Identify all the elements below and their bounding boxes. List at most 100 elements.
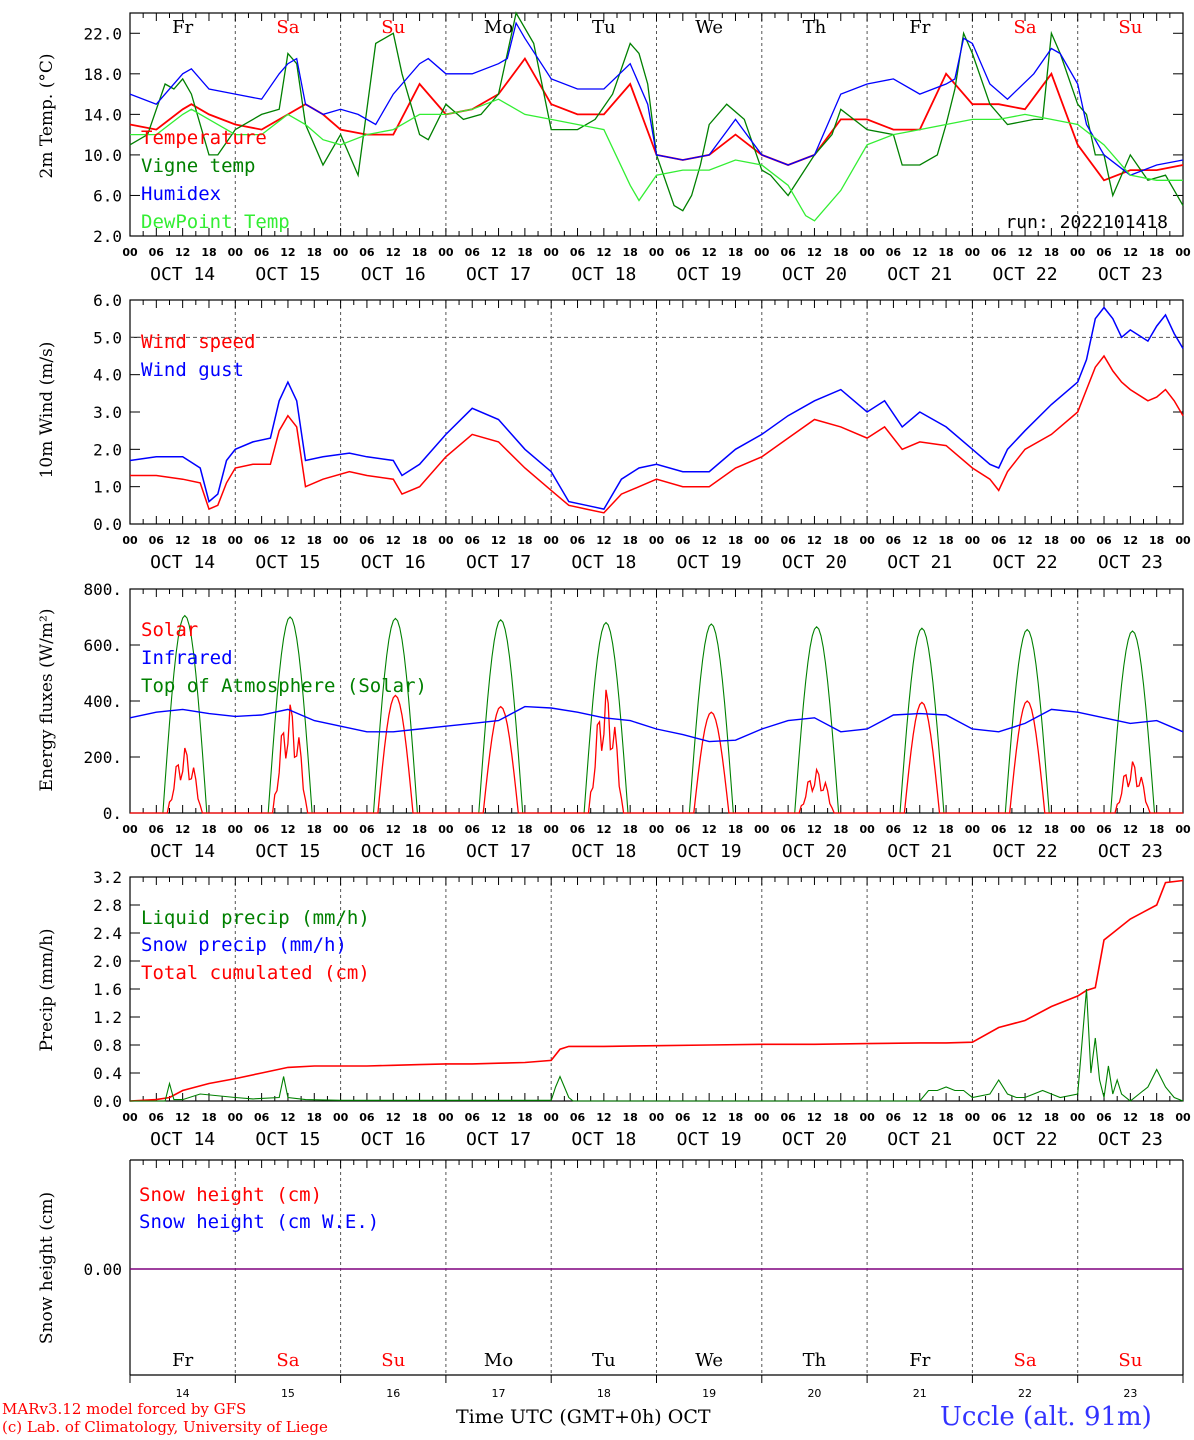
station-name: Uccle (alt. 91m) [940,1402,1152,1432]
hour-tick-label: 00 [649,534,665,547]
y-tick-label: 4.0 [93,366,122,385]
x-axis-label: Time UTC (GMT+0h) [456,1406,662,1428]
day-number: 20 [807,1387,821,1400]
y-tick-label: 2.0 [93,952,122,971]
hour-tick-label: 18 [728,1111,743,1124]
hour-tick-label: 12 [596,823,611,836]
hour-tick-label: 18 [1044,1111,1059,1124]
date-label: OCT 22 [993,841,1058,862]
hour-tick-label: 06 [570,823,586,836]
series-line [129,11,1184,212]
date-label: OCT 20 [782,1129,847,1150]
hour-tick-label: 06 [991,534,1007,547]
date-label: OCT 18 [571,841,636,862]
legend-entry: Snow precip (mm/h) [141,934,347,956]
hour-tick-label: 00 [228,823,244,836]
day-name: We [695,1350,723,1371]
date-label: OCT 16 [361,841,426,862]
hour-tick-label: 00 [1070,1111,1086,1124]
hour-tick-label: 12 [491,246,506,259]
hour-tick-label: 00 [333,246,349,259]
hour-tick-label: 18 [307,534,322,547]
y-tick-label: 6.0 [93,291,122,310]
hour-tick-label: 00 [333,1111,349,1124]
day-name: Sa [276,1350,299,1371]
hour-tick-label: 12 [596,1111,611,1124]
date-label: OCT 23 [1098,1129,1163,1150]
legend-entry: Solar [141,619,198,641]
day-name: Fr [909,1350,930,1371]
hour-tick-label: 18 [1044,534,1059,547]
day-name: Th [803,17,827,38]
day-name: Sa [1014,1350,1037,1371]
hour-tick-label: 00 [1175,534,1191,547]
date-label: OCT 15 [255,841,320,862]
solar-curve [972,700,1078,814]
hour-tick-label: 18 [1149,823,1164,836]
panel-frame [129,588,1184,814]
solar-curve [656,711,762,814]
y-tick-label: 0. [103,804,122,823]
hour-tick-label: 12 [701,1111,716,1124]
hour-tick-label: 06 [149,1111,165,1124]
legend-entry: Snow height (cm W.E.) [139,1211,379,1233]
legend-entry: DewPoint Temp [141,211,290,233]
hour-tick-label: 18 [307,246,322,259]
hour-tick-label: 18 [307,1111,322,1124]
hour-tick-label: 18 [623,246,638,259]
hour-tick-label: 18 [938,246,953,259]
date-label: OCT 23 [1098,264,1163,285]
date-label: OCT 22 [993,264,1058,285]
hour-tick-label: 18 [728,823,743,836]
hour-tick-label: 18 [1044,823,1059,836]
day-number: 15 [281,1387,295,1400]
hour-tick-label: 00 [649,246,665,259]
date-label: OCT 21 [887,1129,952,1150]
hour-tick-label: 12 [1017,534,1032,547]
hour-tick-label: 18 [307,823,322,836]
hour-tick-label: 06 [149,246,165,259]
hour-tick-label: 06 [149,534,165,547]
date-label: OCT 21 [887,264,952,285]
hour-tick-label: 00 [1070,823,1086,836]
y-tick-label: 0.4 [93,1064,122,1083]
y-axis-label: 10m Wind (m/s) [37,342,57,479]
date-label: OCT 20 [782,841,847,862]
hour-tick-label: 00 [754,1111,770,1124]
hour-tick-label: 06 [991,823,1007,836]
run-label: run: 2022101418 [1005,212,1168,233]
date-label: OCT 19 [677,552,742,573]
day-name: Su [1118,17,1142,38]
solar-curve [867,701,973,814]
hour-tick-label: 18 [833,1111,848,1124]
hour-tick-label: 12 [701,534,716,547]
hour-tick-label: 18 [201,534,216,547]
day-number: 16 [386,1387,400,1400]
hour-tick-label: 12 [491,823,506,836]
hour-tick-label: 12 [386,1111,401,1124]
hour-tick-label: 12 [1017,1111,1032,1124]
hour-tick-label: 00 [228,246,244,259]
y-tick-label: 18.0 [83,65,122,84]
date-label: OCT 17 [466,841,531,862]
date-label: OCT 18 [571,264,636,285]
hour-tick-label: 06 [465,246,481,259]
date-label: OCT 14 [150,841,215,862]
toa-curve [340,617,446,814]
hour-tick-label: 00 [544,823,560,836]
hour-tick-label: 12 [280,246,295,259]
day-name: Fr [172,17,193,38]
x-axis-title: Time UTC (GMT+0h) OCT [456,1406,711,1428]
hour-tick-label: 06 [254,823,270,836]
hour-tick-label: 12 [280,534,295,547]
date-label: OCT 16 [361,1129,426,1150]
hour-tick-label: 18 [412,1111,427,1124]
hour-tick-label: 00 [1175,823,1191,836]
date-label: OCT 15 [255,264,320,285]
date-label: OCT 18 [571,1129,636,1150]
hour-tick-label: 00 [754,823,770,836]
day-name: We [695,17,723,38]
hour-tick-label: 00 [649,1111,665,1124]
y-axis-label: 2m Temp. (°C) [37,53,57,178]
hour-tick-label: 18 [517,246,532,259]
